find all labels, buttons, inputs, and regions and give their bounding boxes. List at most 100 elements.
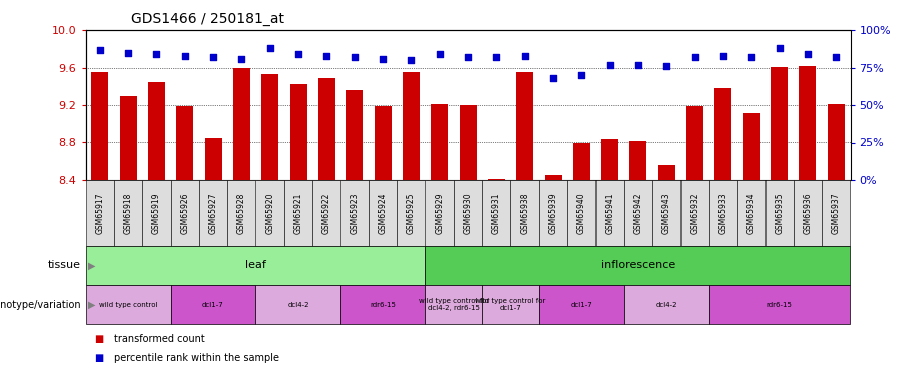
Bar xyxy=(176,106,194,180)
Point xyxy=(518,53,532,58)
Text: tissue: tissue xyxy=(48,260,81,270)
Bar xyxy=(91,72,108,180)
Bar xyxy=(261,74,278,180)
Text: GSM65939: GSM65939 xyxy=(548,192,557,234)
Point xyxy=(263,45,277,51)
Point xyxy=(177,53,192,58)
Text: wild type control: wild type control xyxy=(99,302,158,307)
Text: GSM65929: GSM65929 xyxy=(436,192,445,234)
Point xyxy=(347,54,362,60)
Bar xyxy=(517,72,533,180)
Text: GDS1466 / 250181_at: GDS1466 / 250181_at xyxy=(130,12,284,26)
Text: dcl1-7: dcl1-7 xyxy=(202,302,224,307)
Text: ▶: ▶ xyxy=(88,300,95,310)
Text: GSM65935: GSM65935 xyxy=(775,192,784,234)
Text: GSM65925: GSM65925 xyxy=(407,192,416,234)
Text: dcl4-2: dcl4-2 xyxy=(287,302,309,307)
Bar xyxy=(828,104,845,180)
Bar xyxy=(799,66,816,180)
Bar xyxy=(488,179,505,180)
Text: GSM65930: GSM65930 xyxy=(464,192,472,234)
Bar xyxy=(233,68,250,180)
Text: ▶: ▶ xyxy=(88,260,95,270)
Point xyxy=(688,54,702,60)
Text: dcl1-7: dcl1-7 xyxy=(571,302,592,307)
Text: GSM65920: GSM65920 xyxy=(266,192,274,234)
Bar xyxy=(120,96,137,180)
Bar xyxy=(771,67,788,180)
Bar xyxy=(290,84,307,180)
Bar xyxy=(715,88,732,180)
Text: genotype/variation: genotype/variation xyxy=(0,300,81,310)
Point xyxy=(234,56,248,62)
Text: rdr6-15: rdr6-15 xyxy=(767,302,793,307)
Text: GSM65940: GSM65940 xyxy=(577,192,586,234)
Point xyxy=(404,57,419,63)
Text: GSM65923: GSM65923 xyxy=(350,192,359,234)
Text: dcl4-2: dcl4-2 xyxy=(655,302,677,307)
Text: GSM65932: GSM65932 xyxy=(690,192,699,234)
Point xyxy=(602,62,616,68)
Point xyxy=(659,63,673,69)
Bar xyxy=(318,78,335,180)
Text: GSM65924: GSM65924 xyxy=(379,192,388,234)
Bar xyxy=(374,106,392,180)
Text: GSM65933: GSM65933 xyxy=(718,192,727,234)
Text: GSM65937: GSM65937 xyxy=(832,192,841,234)
Text: GSM65934: GSM65934 xyxy=(747,192,756,234)
Bar xyxy=(572,144,590,180)
Bar xyxy=(742,112,760,180)
Bar xyxy=(544,176,562,180)
Text: GSM65926: GSM65926 xyxy=(180,192,189,234)
Text: GSM65921: GSM65921 xyxy=(293,192,302,234)
Point xyxy=(716,53,730,58)
Text: GSM65938: GSM65938 xyxy=(520,192,529,234)
Bar xyxy=(460,105,476,180)
Text: GSM65922: GSM65922 xyxy=(322,192,331,234)
Text: ■: ■ xyxy=(94,334,104,344)
Text: GSM65931: GSM65931 xyxy=(491,192,500,234)
Text: leaf: leaf xyxy=(245,260,266,270)
Point xyxy=(574,72,589,78)
Bar xyxy=(431,104,448,180)
Text: wild type control for
dcl4-2, rdr6-15: wild type control for dcl4-2, rdr6-15 xyxy=(418,298,489,311)
Text: rdr6-15: rdr6-15 xyxy=(370,302,396,307)
Point xyxy=(461,54,475,60)
Text: GSM65928: GSM65928 xyxy=(237,192,246,234)
Text: transformed count: transformed count xyxy=(114,334,205,344)
Text: GSM65942: GSM65942 xyxy=(634,192,643,234)
Point xyxy=(121,50,135,55)
Bar xyxy=(629,141,646,180)
Point xyxy=(744,54,759,60)
Point xyxy=(545,75,560,81)
Text: wild type control for
dcl1-7: wild type control for dcl1-7 xyxy=(475,298,545,311)
Point xyxy=(320,53,334,58)
Bar xyxy=(601,139,618,180)
Bar xyxy=(403,72,419,180)
Bar xyxy=(204,138,221,180)
Text: percentile rank within the sample: percentile rank within the sample xyxy=(114,353,279,363)
Bar xyxy=(686,106,703,180)
Text: GSM65917: GSM65917 xyxy=(95,192,104,234)
Text: ■: ■ xyxy=(94,353,104,363)
Point xyxy=(433,51,447,57)
Text: GSM65936: GSM65936 xyxy=(804,192,813,234)
Text: GSM65918: GSM65918 xyxy=(123,192,132,234)
Point xyxy=(291,51,305,57)
Point xyxy=(801,51,815,57)
Point xyxy=(376,56,391,62)
Bar xyxy=(148,82,165,180)
Point xyxy=(829,54,843,60)
Text: GSM65943: GSM65943 xyxy=(662,192,670,234)
Text: GSM65927: GSM65927 xyxy=(209,192,218,234)
Point xyxy=(772,45,787,51)
Text: inflorescence: inflorescence xyxy=(601,260,675,270)
Point xyxy=(631,62,645,68)
Text: GSM65919: GSM65919 xyxy=(152,192,161,234)
Point xyxy=(93,46,107,53)
Point xyxy=(489,54,503,60)
Bar xyxy=(346,90,364,180)
Bar xyxy=(658,165,675,180)
Point xyxy=(149,51,164,57)
Text: GSM65941: GSM65941 xyxy=(605,192,614,234)
